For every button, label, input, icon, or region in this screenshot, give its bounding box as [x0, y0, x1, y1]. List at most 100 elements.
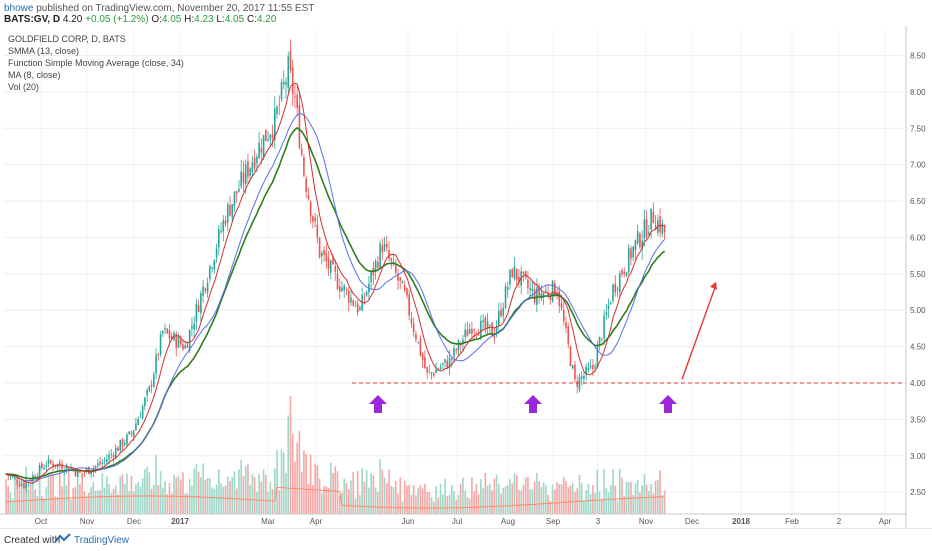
- author-link[interactable]: bhowe: [4, 3, 34, 14]
- candle-body: [34, 476, 36, 478]
- candle-body: [536, 287, 538, 305]
- candle-body: [473, 330, 475, 331]
- volume-bar: [206, 477, 209, 514]
- volume-bar: [350, 480, 352, 514]
- candle-body: [545, 290, 547, 292]
- candle-body: [556, 293, 558, 295]
- candle-body: [352, 300, 354, 306]
- volume-bar: [549, 501, 552, 514]
- volume-bar: [605, 488, 608, 514]
- volume-bar: [545, 485, 547, 514]
- candle-body: [513, 266, 516, 280]
- volume-bar: [587, 483, 590, 514]
- volume-bar: [247, 463, 249, 514]
- volume-bar: [144, 469, 146, 514]
- volume-bar: [520, 490, 522, 514]
- candle-body: [11, 476, 14, 478]
- volume-bar: [547, 494, 549, 514]
- volume-bar: [397, 493, 399, 514]
- candle-body: [170, 336, 173, 339]
- legend-ma8: MA (8, close): [8, 70, 61, 80]
- volume-bar: [513, 473, 516, 514]
- volume-bar: [110, 493, 113, 514]
- x-tick-label: Dec: [685, 517, 699, 526]
- legend-smma: SMMA (13, close): [8, 46, 79, 56]
- volume-bar: [437, 497, 440, 514]
- volume-bar: [298, 430, 301, 514]
- volume-bar: [650, 483, 652, 514]
- volume-bar: [347, 489, 350, 514]
- candle-body: [612, 284, 614, 301]
- tradingview-brand[interactable]: TradingView: [74, 535, 130, 546]
- x-tick-label: Jun: [402, 517, 415, 526]
- candle-body: [598, 336, 601, 346]
- candle-body: [188, 329, 191, 351]
- chart-legend: GOLDFIELD CORP, D, BATS SMMA (13, close)…: [8, 34, 184, 92]
- legend-volume: Vol (20): [8, 82, 39, 92]
- candle-body: [500, 309, 502, 317]
- candle-body: [336, 274, 339, 290]
- volume-bar: [565, 480, 567, 514]
- candle-body: [101, 463, 104, 464]
- candle-body: [610, 303, 612, 305]
- x-tick-label: Dec: [127, 517, 141, 526]
- volume-bar: [276, 449, 278, 514]
- candle-body: [645, 219, 648, 238]
- candle-body: [482, 320, 484, 322]
- candle-body: [397, 273, 399, 281]
- volume-bar: [155, 454, 157, 514]
- volume-bar: [38, 476, 41, 514]
- volume-bar: [296, 442, 298, 514]
- volume-bar: [244, 465, 247, 514]
- smma-line: [5, 126, 666, 480]
- candle-body: [504, 285, 507, 308]
- candle-body: [560, 303, 563, 309]
- candle-body: [399, 277, 402, 281]
- volume-bar: [54, 496, 57, 514]
- volume-bar: [300, 472, 303, 514]
- volume-ma-line: [5, 486, 665, 509]
- volume-bar: [209, 478, 211, 514]
- candle-body: [531, 288, 534, 292]
- price-chart[interactable]: 4.204.00 8.508.007.507.006.506.005.505.0…: [0, 26, 932, 528]
- candle-body: [155, 354, 157, 374]
- volume-bar: [126, 473, 128, 514]
- candle-body: [67, 466, 70, 471]
- candle-body: [583, 375, 585, 379]
- candle-body: [627, 247, 630, 273]
- volume-bar: [509, 479, 511, 514]
- candle-body: [442, 363, 444, 365]
- legend-sma34: Function Simple Moving Average (close, 3…: [8, 58, 184, 68]
- volume-bar: [101, 473, 104, 514]
- candle-body: [289, 50, 292, 70]
- x-tick-label: Nov: [80, 517, 94, 526]
- volume-bar: [365, 470, 368, 514]
- y-tick-label: 4.00: [910, 379, 926, 388]
- volume-bar: [641, 485, 643, 514]
- axes: 8.50 8.00 7.50 7.00 6.50 6.00 5.50 5.00 4.50 4.00…: [0, 26, 932, 528]
- volume-bar: [274, 468, 276, 514]
- volume-bar: [527, 476, 529, 514]
- candle-body: [291, 67, 294, 94]
- volume-bar: [618, 468, 621, 514]
- volume-bar: [368, 487, 370, 514]
- candle-body: [343, 285, 346, 291]
- volume-bar: [361, 468, 363, 514]
- candle-body: [130, 432, 133, 435]
- y-tick-label: 6.00: [910, 233, 926, 242]
- candle-body: [661, 223, 664, 235]
- volume-bar: [139, 486, 142, 514]
- volume-bar: [50, 473, 52, 514]
- volume-bar: [466, 497, 469, 514]
- candle-body: [126, 434, 128, 445]
- candle-body: [567, 326, 570, 345]
- candle-body: [538, 286, 540, 297]
- volume-bar: [554, 489, 556, 514]
- candle-body: [502, 307, 505, 316]
- volume-bar: [336, 471, 339, 514]
- volume-bar: [363, 481, 366, 514]
- volume-bar: [468, 498, 471, 514]
- volume-bar: [556, 482, 558, 514]
- volume-bar: [392, 487, 395, 514]
- candle-body: [267, 139, 269, 141]
